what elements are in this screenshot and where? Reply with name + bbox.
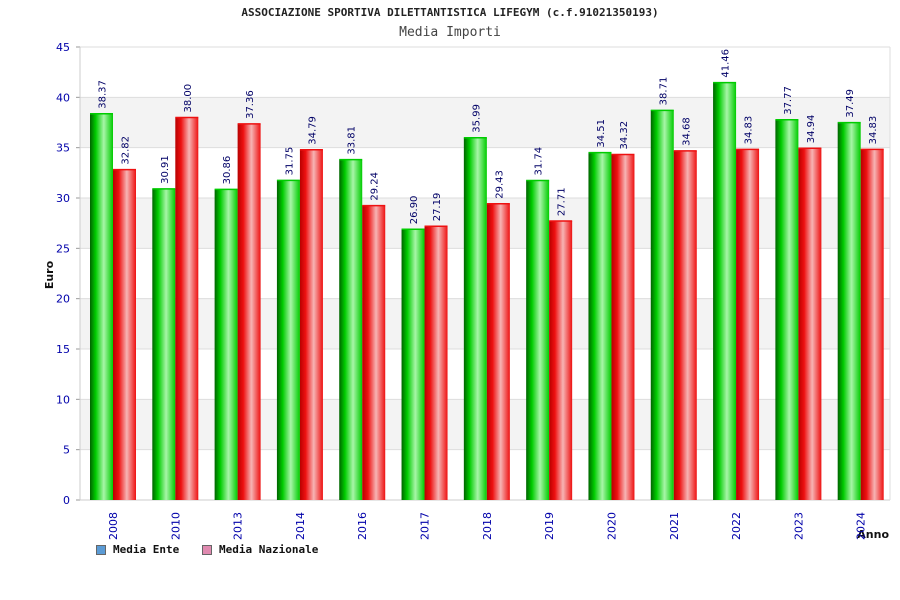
- data-label: 37.49: [845, 89, 856, 118]
- bar-media-nazionale: [736, 149, 760, 501]
- x-tick-label: 2023: [792, 512, 805, 540]
- y-tick-label: 45: [56, 41, 70, 54]
- x-tick-label: 2019: [543, 512, 556, 540]
- data-label: 37.77: [783, 86, 794, 115]
- x-tick-label: 2021: [668, 512, 681, 540]
- x-tick-label: 2010: [169, 512, 182, 540]
- y-tick-label: 25: [56, 242, 70, 255]
- data-label: 30.91: [160, 155, 171, 184]
- bar-media-ente: [775, 119, 799, 501]
- data-label: 34.83: [744, 116, 755, 145]
- data-label: 38.00: [183, 84, 194, 113]
- data-label: 29.43: [494, 170, 505, 199]
- legend-label-media-nazionale: Media Nazionale: [219, 543, 319, 556]
- x-axis-label: Anno: [857, 528, 889, 541]
- x-tick-label: 2024: [855, 512, 868, 540]
- bar-media-nazionale: [175, 117, 199, 500]
- y-tick-label: 20: [56, 293, 70, 306]
- y-tick-label: 35: [56, 142, 70, 155]
- x-tick-label: 2022: [730, 512, 743, 540]
- y-tick-label: 40: [56, 91, 70, 104]
- bar-media-ente: [650, 110, 674, 500]
- bar-media-nazionale: [362, 205, 386, 500]
- legend-label-media-ente: Media Ente: [113, 543, 180, 556]
- data-label: 41.46: [721, 49, 732, 78]
- chart-title: ASSOCIAZIONE SPORTIVA DILETTANTISTICA LI…: [241, 6, 659, 19]
- data-label: 34.94: [806, 115, 817, 144]
- data-label: 31.74: [534, 147, 545, 176]
- data-label: 38.37: [98, 80, 109, 109]
- data-label: 29.24: [370, 172, 381, 201]
- data-label: 34.32: [619, 121, 630, 150]
- data-label: 32.82: [121, 136, 132, 165]
- bar-media-ente: [526, 180, 550, 500]
- y-tick-label: 15: [56, 343, 70, 356]
- bar-media-nazionale: [549, 221, 573, 500]
- bar-media-ente: [837, 122, 861, 500]
- y-tick-label: 30: [56, 192, 70, 205]
- data-label: 27.19: [432, 193, 443, 222]
- bar-media-nazionale: [237, 123, 261, 500]
- bar-media-ente: [339, 159, 363, 500]
- bar-media-nazionale: [798, 148, 822, 500]
- bar-media-ente: [152, 188, 176, 500]
- data-label: 37.36: [245, 90, 256, 119]
- legend-item-media-nazionale: Media Nazionale: [202, 543, 318, 556]
- x-tick-label: 2018: [481, 512, 494, 540]
- bar-media-nazionale: [673, 150, 697, 500]
- data-label: 26.90: [409, 196, 420, 225]
- data-label: 34.68: [681, 117, 692, 146]
- bar-media-ente: [588, 152, 612, 500]
- y-axis-label: Euro: [43, 260, 56, 289]
- data-label: 34.79: [307, 116, 318, 145]
- legend-item-media-ente: Media Ente: [96, 543, 179, 556]
- x-tick-label: 2013: [232, 512, 245, 540]
- bar-media-ente: [713, 82, 737, 501]
- legend-swatch-media-nazionale: [202, 545, 212, 555]
- data-label: 34.51: [596, 119, 607, 148]
- bar-media-ente: [90, 113, 113, 500]
- y-tick-label: 10: [56, 393, 70, 406]
- bar-media-nazionale: [299, 149, 323, 500]
- y-tick-label: 0: [63, 494, 70, 507]
- bar-media-nazionale: [486, 203, 510, 500]
- data-label: 35.99: [471, 104, 482, 133]
- chart-subtitle: Media Importi: [399, 25, 501, 40]
- bar-media-ente: [463, 137, 487, 500]
- bar-media-ente: [214, 189, 238, 501]
- x-tick-label: 2020: [605, 512, 618, 540]
- bar-media-ente: [401, 229, 425, 500]
- grid-band: [80, 47, 890, 98]
- bar-media-nazionale: [860, 149, 884, 501]
- x-tick-label: 2016: [356, 512, 369, 540]
- x-tick-label: 2014: [294, 512, 307, 540]
- data-label: 33.81: [347, 126, 358, 155]
- x-tick-label: 2017: [419, 512, 432, 540]
- bar-media-nazionale: [611, 154, 635, 500]
- bar-media-nazionale: [113, 169, 136, 500]
- data-label: 31.75: [284, 147, 295, 176]
- bar-media-ente: [276, 180, 300, 500]
- x-tick-label: 2008: [107, 512, 120, 540]
- bar-media-nazionale: [424, 226, 448, 500]
- data-label: 38.71: [658, 77, 669, 106]
- legend-swatch-media-ente: [96, 545, 106, 555]
- y-tick-label: 5: [63, 444, 70, 457]
- data-label: 30.86: [222, 156, 233, 185]
- data-label: 27.71: [557, 187, 568, 216]
- data-label: 34.83: [868, 116, 879, 145]
